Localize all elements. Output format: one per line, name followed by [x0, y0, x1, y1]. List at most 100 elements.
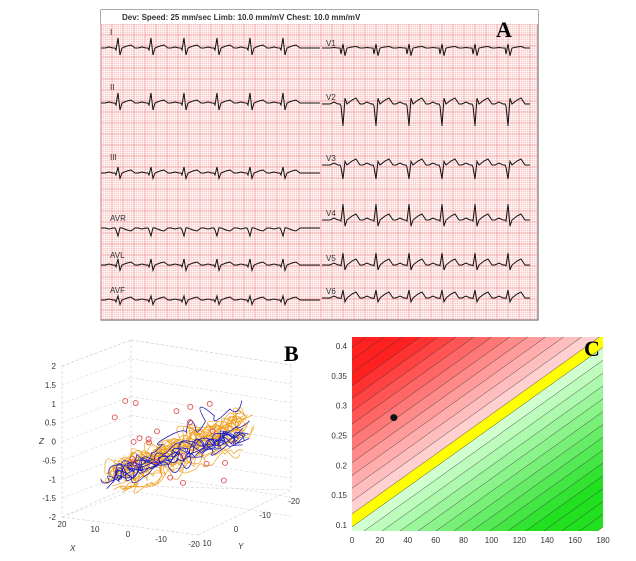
contour-line — [453, 424, 604, 532]
3d-gridline — [130, 485, 292, 491]
contour-line — [351, 336, 421, 386]
contour-line — [435, 411, 604, 532]
trajectory-marker — [173, 408, 180, 414]
ecg-trace-avl — [101, 258, 320, 273]
x-tick-label: 80 — [459, 536, 468, 545]
y-tick-label: 0 — [234, 525, 239, 534]
contour-line — [579, 514, 604, 532]
panel-label-b: B — [284, 341, 299, 366]
x-tick-label: 120 — [513, 536, 527, 545]
trajectory-marker — [167, 474, 174, 481]
ecg-header: Dev: Speed: 25 mm/sec Limb: 10.0 mm/mV C… — [122, 13, 361, 22]
z-tick-label: -0.5 — [42, 456, 56, 465]
3d-gridline — [61, 485, 132, 518]
ecg-trace-avr — [101, 227, 320, 238]
x-tick-label: 100 — [485, 536, 499, 545]
contour-line — [561, 501, 604, 532]
trajectory-marker — [122, 398, 129, 404]
trajectory-marker — [153, 458, 160, 465]
lead-label-i: I — [110, 28, 112, 37]
lead-label-v5: V5 — [326, 254, 336, 263]
trajectory-marker — [145, 436, 152, 443]
x-tick-label: -10 — [155, 535, 167, 544]
contour-line — [351, 336, 510, 450]
trajectory-marker — [206, 400, 213, 407]
threshold-band — [352, 337, 603, 527]
contour-line — [597, 526, 604, 532]
x-axis-label: X — [69, 544, 76, 553]
x-tick-label: 10 — [91, 525, 100, 534]
y-tick-label: 0.3 — [336, 402, 348, 411]
contour-line — [507, 462, 604, 532]
trajectory-marker — [132, 400, 139, 406]
ecg-frame — [100, 9, 539, 321]
trajectory-marker — [180, 452, 186, 459]
lead-label-v1: V1 — [326, 39, 336, 48]
3d-gridline — [61, 490, 132, 518]
3d-gridline — [130, 358, 292, 385]
3d-gridline — [130, 434, 292, 460]
3d-gridline — [130, 396, 292, 422]
x-tick-label: 0 — [126, 530, 131, 539]
contour-line — [351, 336, 385, 361]
3d-gridline — [197, 489, 292, 536]
trajectory-marker — [154, 428, 160, 435]
contour-line — [351, 336, 457, 412]
lead-label-avr: AVR — [110, 214, 126, 223]
contour-line — [489, 449, 604, 532]
x-tick-label: 140 — [541, 536, 555, 545]
z-tick-label: 2 — [52, 362, 57, 371]
contour-line — [417, 398, 604, 532]
trajectory-marker — [220, 477, 227, 484]
3d-gridline — [61, 453, 132, 480]
ecg-trace-i — [101, 37, 320, 56]
3d-gridline — [130, 339, 292, 366]
3d-gridline — [130, 471, 292, 498]
ecg-trace-avf — [101, 294, 320, 307]
ecg-trace-v1 — [322, 43, 530, 56]
y-tick-label: 0.4 — [336, 342, 348, 351]
contour-line — [351, 336, 564, 489]
z-tick-label: -1.5 — [42, 494, 56, 503]
trajectory-marker — [136, 435, 143, 442]
3d-gridline — [130, 490, 292, 517]
ecg-header-bg — [101, 10, 538, 24]
trajectory-marker — [129, 455, 136, 462]
ecg-trace-v6 — [322, 289, 530, 304]
ecg-trace-v5 — [322, 252, 530, 271]
x-tick-label: 60 — [431, 536, 440, 545]
x-tick-label: 40 — [403, 536, 412, 545]
contour-line — [351, 336, 403, 373]
lead-label-ii: II — [110, 83, 114, 92]
y-tick-label: 0.2 — [336, 461, 348, 470]
z-tick-label: -2 — [49, 513, 57, 522]
3d-gridline — [61, 434, 132, 461]
x-tick-label: 160 — [568, 536, 582, 545]
3d-gridline — [130, 415, 292, 441]
trajectory-marker — [222, 460, 228, 466]
ecg-trace-v2 — [322, 97, 530, 127]
contour-line — [351, 336, 492, 438]
y-tick-label: -20 — [288, 497, 300, 506]
contour-line — [543, 488, 604, 532]
lead-label-v2: V2 — [326, 93, 336, 102]
operating-point — [390, 414, 398, 422]
y-tick-label: 0.15 — [331, 491, 347, 500]
contour-line — [351, 336, 528, 463]
trajectory-marker — [180, 479, 186, 486]
z-tick-label: 1 — [52, 400, 57, 409]
contour-line — [525, 475, 604, 532]
trajectory-marker — [187, 403, 194, 410]
lead-label-v6: V6 — [326, 287, 336, 296]
contour-line — [399, 385, 604, 532]
lead-label-avl: AVL — [110, 251, 125, 260]
y-tick-label: 0.1 — [336, 521, 348, 530]
x-tick-label: 180 — [596, 536, 610, 545]
contour-line — [351, 347, 604, 527]
3d-gridline — [61, 339, 132, 367]
y-tick-label: 0.25 — [331, 431, 347, 440]
contour-line — [471, 437, 604, 532]
3d-gridline — [130, 453, 292, 479]
contour-line — [351, 336, 600, 515]
